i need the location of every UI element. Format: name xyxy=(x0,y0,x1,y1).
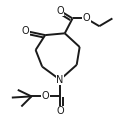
Text: O: O xyxy=(42,91,50,101)
Text: O: O xyxy=(56,106,64,116)
Text: O: O xyxy=(56,6,64,16)
Text: O: O xyxy=(82,13,90,23)
Text: N: N xyxy=(56,75,64,85)
Text: O: O xyxy=(22,26,29,36)
